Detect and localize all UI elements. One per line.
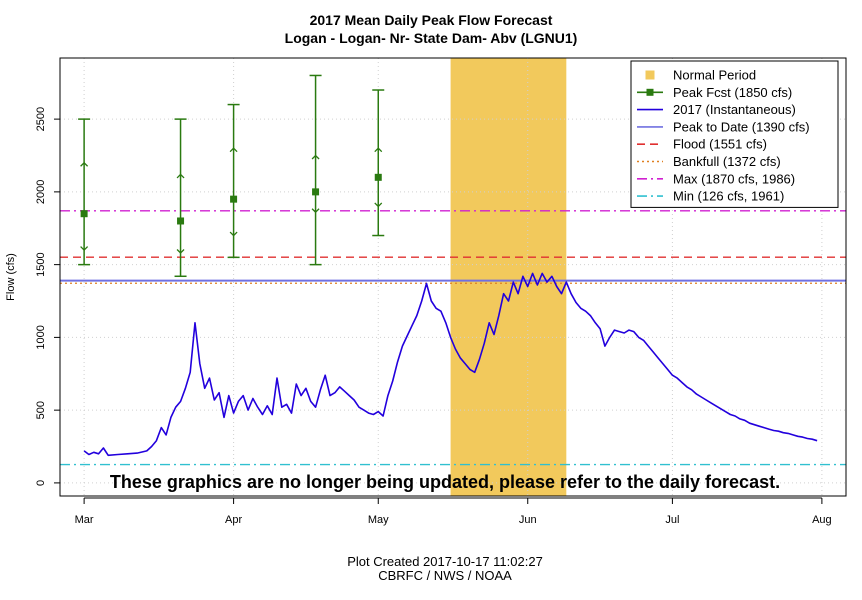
x-tick-label: Jul xyxy=(665,514,679,526)
x-tick-label: Aug xyxy=(812,514,832,526)
x-tick-label: May xyxy=(368,514,389,526)
legend-entry: Peak to Date (1390 cfs) xyxy=(637,119,810,134)
legend-swatch xyxy=(645,70,655,80)
notice-text: These graphics are no longer being updat… xyxy=(110,472,780,492)
forecast-point xyxy=(78,118,91,266)
legend-label: Min (126 cfs, 1961) xyxy=(673,189,784,204)
forecast-point xyxy=(309,74,322,266)
forecast-p70-marker xyxy=(176,173,185,179)
legend-label: Flood (1551 cfs) xyxy=(673,137,767,152)
legend-entry: 2017 (Instantaneous) xyxy=(637,102,796,117)
legend-label: 2017 (Instantaneous) xyxy=(673,102,796,117)
y-tick-label: 2000 xyxy=(35,180,47,204)
y-tick-label: 500 xyxy=(35,401,47,419)
legend-label: Max (1870 cfs, 1986) xyxy=(673,171,795,186)
forecast-series xyxy=(78,74,385,278)
plot-frame xyxy=(59,57,847,497)
legend-marker xyxy=(646,88,654,96)
x-tick-label: Jun xyxy=(519,514,537,526)
observed-series xyxy=(83,272,818,457)
y-axis-label: Flow (cfs) xyxy=(5,253,17,301)
forecast-p30-marker xyxy=(229,231,238,237)
forecast-p30-marker xyxy=(374,202,383,208)
legend-entry: Min (126 cfs, 1961) xyxy=(637,189,784,204)
forecast-p70-marker xyxy=(374,147,383,153)
normal-period-band xyxy=(450,58,567,496)
forecast-point xyxy=(227,103,240,259)
forecast-p70-marker xyxy=(80,161,89,167)
x-axis: Mar Apr May Jun Jul Aug xyxy=(75,497,832,526)
legend-entry: Max (1870 cfs, 1986) xyxy=(637,171,795,186)
legend-label: Peak Fcst (1850 cfs) xyxy=(673,85,792,100)
x-tick-label: Apr xyxy=(225,514,242,526)
legend-label: Normal Period xyxy=(673,68,756,83)
legend-label: Bankfull (1372 cfs) xyxy=(673,154,781,169)
legend-entry: Bankfull (1372 cfs) xyxy=(637,154,781,169)
legend-box xyxy=(630,60,839,208)
normal-period-rect xyxy=(450,58,567,496)
y-tick-label: 1000 xyxy=(35,325,47,349)
forecast-median-marker xyxy=(230,195,238,203)
x-tick-label: Mar xyxy=(75,514,94,526)
legend-label: Peak to Date (1390 cfs) xyxy=(673,119,810,134)
chart-title: 2017 Mean Daily Peak Flow Forecast xyxy=(310,12,553,28)
legend-entry: Flood (1551 cfs) xyxy=(637,137,767,152)
forecast-p30-marker xyxy=(176,249,185,254)
reference-lines xyxy=(60,210,846,466)
legend: Normal Period Peak Fcst (1850 cfs) 2017 (I… xyxy=(630,60,839,208)
footer-created: Plot Created 2017-10-17 11:02:27 xyxy=(347,554,543,569)
y-tick-label: 1500 xyxy=(35,252,47,276)
chart-subtitle: Logan - Logan- Nr- State Dam- Abv (LGNU1… xyxy=(285,30,578,46)
observed-line xyxy=(83,272,818,457)
forecast-point xyxy=(372,89,385,237)
forecast-p30-marker xyxy=(311,208,320,214)
legend-entry: Peak Fcst (1850 cfs) xyxy=(637,85,792,100)
forecast-p70-marker xyxy=(229,147,238,153)
forecast-median-marker xyxy=(312,188,320,196)
y-tick-label: 2500 xyxy=(35,107,47,131)
forecast-p70-marker xyxy=(311,154,320,160)
forecast-p30-marker xyxy=(80,246,89,251)
y-tick-label: 0 xyxy=(35,480,47,486)
footer-credit: CBRFC / NWS / NOAA xyxy=(378,568,512,583)
y-axis: 0 500 1000 1500 2000 2500 xyxy=(35,107,60,486)
forecast-median-marker xyxy=(80,210,88,218)
forecast-median-marker xyxy=(374,173,382,181)
forecast-median-marker xyxy=(177,217,185,225)
forecast-point xyxy=(174,118,187,278)
legend-entry: Normal Period xyxy=(645,68,756,83)
